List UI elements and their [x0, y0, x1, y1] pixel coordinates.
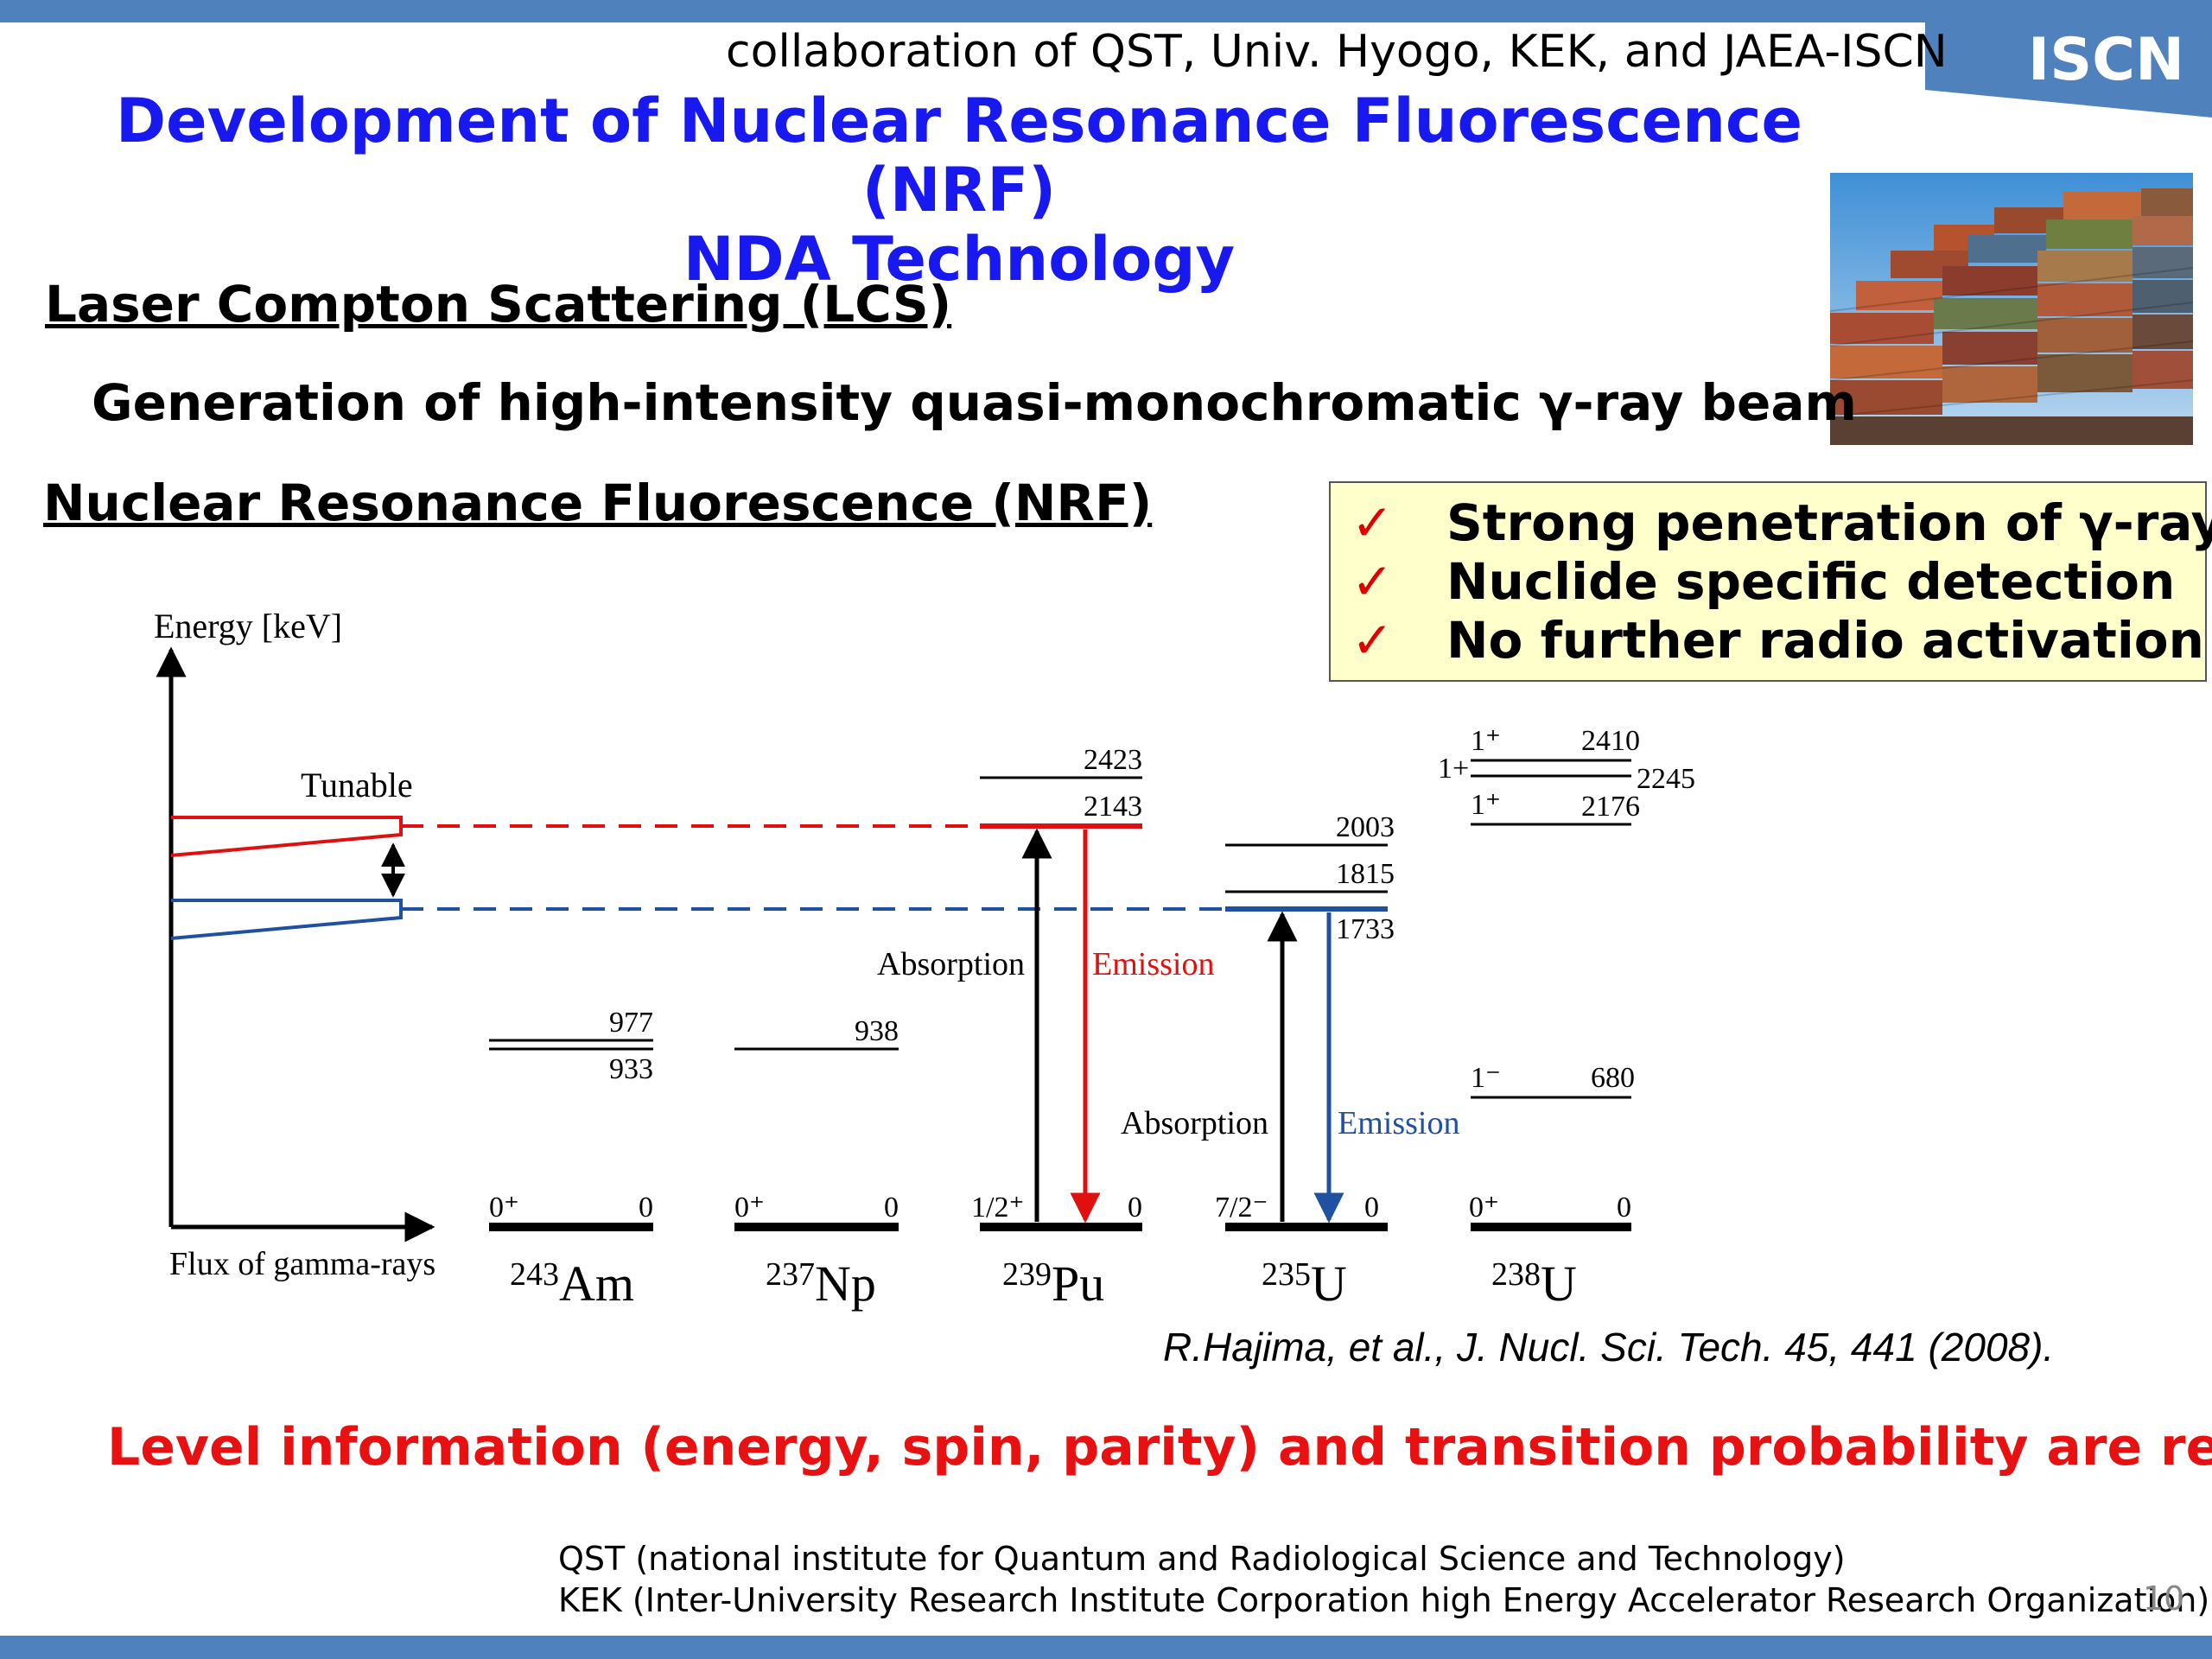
- page-number: 10: [2143, 1580, 2185, 1618]
- page-title: Development of Nuclear Resonance Fluores…: [69, 86, 1849, 294]
- nrf-level-diagram: Energy [keV] Flux of gamma-rays Tunable …: [154, 607, 1695, 1312]
- u238-level-2176-label: 2176: [1581, 791, 1640, 823]
- title-line-2: NDA Technology: [683, 224, 1236, 295]
- pu239-ground-spin: 1/2⁺: [971, 1192, 1024, 1224]
- footnote-qst: QST (national institute for Quantum and …: [558, 1540, 1846, 1578]
- pu239-mass: 239: [1002, 1256, 1052, 1293]
- nrf-heading: Nuclear Resonance Fluorescence (NRF): [43, 474, 1153, 532]
- np237-label: 237Np: [766, 1255, 876, 1312]
- advantage-item: ✓ Nuclide specific detection: [1351, 552, 2175, 611]
- u238-symbol: U: [1541, 1255, 1577, 1312]
- am243-ground-energy: 0: [639, 1192, 653, 1224]
- u235-level-2003-label: 2003: [1336, 811, 1395, 843]
- u238-level-2245-spin: 1+: [1438, 753, 1469, 785]
- advantage-item: ✓ Strong penetration of γ-ray: [1351, 493, 2212, 552]
- u238-mass: 238: [1491, 1256, 1541, 1293]
- u235-level-1815-label: 1815: [1336, 858, 1395, 890]
- check-icon: ✓: [1351, 493, 1394, 552]
- advantage-text: No further radio activation: [1446, 611, 2204, 670]
- reference-citation: R.Hajima, et al., J. Nucl. Sci. Tech. 45…: [1163, 1325, 2055, 1370]
- pu239-level-2423-label: 2423: [1084, 744, 1142, 776]
- u238-level-2176-spin: 1⁺: [1471, 789, 1501, 821]
- pu239-label: 239Pu: [1002, 1255, 1104, 1312]
- tunable-label: Tunable: [301, 766, 413, 804]
- lcs-heading: Laser Compton Scattering (LCS): [45, 275, 952, 334]
- iscn-logo-text: ISCN: [2027, 26, 2184, 94]
- u238-level-2410-spin: 1⁺: [1471, 725, 1501, 757]
- u235-level-1733-label: 1733: [1336, 913, 1395, 945]
- am243-symbol: Am: [559, 1255, 634, 1312]
- np237-ground-energy: 0: [884, 1192, 899, 1224]
- np237-ground-spin: 0⁺: [734, 1192, 765, 1224]
- u238-ground-spin: 0⁺: [1469, 1192, 1499, 1224]
- np237-level-938-label: 938: [855, 1015, 899, 1047]
- u238-level-2245-label: 2245: [1637, 763, 1695, 795]
- top-accent-bar: [0, 0, 2212, 22]
- u235-label: 235U: [1262, 1255, 1347, 1312]
- check-icon: ✓: [1351, 552, 1394, 611]
- collaboration-note: collaboration of QST, Univ. Hyogo, KEK, …: [726, 26, 1948, 78]
- energy-axis-label: Energy [keV]: [154, 607, 342, 645]
- u235-emission-label: Emission: [1338, 1105, 1459, 1141]
- flux-axis-label: Flux of gamma-rays: [169, 1246, 435, 1282]
- am243-level-977-label: 977: [609, 1007, 653, 1039]
- advantages-box: ✓ Strong penetration of γ-ray ✓ Nuclide …: [1329, 481, 2212, 682]
- u235-symbol: U: [1311, 1255, 1347, 1312]
- u238-ground-energy: 0: [1617, 1192, 1631, 1224]
- np237-mass: 237: [766, 1256, 815, 1293]
- am243-mass: 243: [510, 1256, 559, 1293]
- requirement-statement: Level information (energy, spin, parity)…: [107, 1417, 2212, 1478]
- u238-level-2410-label: 2410: [1581, 725, 1640, 757]
- iscn-logo-tab: [1925, 22, 2212, 118]
- am243-label: 243Am: [510, 1255, 634, 1312]
- pu239-absorption-label: Absorption: [877, 946, 1025, 982]
- np237-symbol: Np: [815, 1255, 876, 1312]
- lcs-description: Generation of high-intensity quasi-monoc…: [92, 373, 1857, 432]
- pu239-ground-energy: 0: [1128, 1192, 1142, 1224]
- pu239-symbol: Pu: [1052, 1255, 1104, 1312]
- red-beam-spectrum: [170, 816, 403, 857]
- title-line-1: Development of Nuclear Resonance Fluores…: [116, 86, 1802, 226]
- advantage-text: Strong penetration of γ-ray: [1446, 493, 2212, 552]
- pu239-emission-label: Emission: [1092, 946, 1214, 982]
- blue-beam-spectrum: [170, 899, 403, 940]
- am243-level-933-label: 933: [609, 1053, 653, 1085]
- u238-label: 238U: [1491, 1255, 1577, 1312]
- u238-level-680-label: 680: [1591, 1062, 1635, 1094]
- am243-ground-spin: 0⁺: [489, 1192, 519, 1224]
- container-stack-photo: [1830, 173, 2193, 445]
- footnote-kek: KEK (Inter-University Research Institute…: [558, 1581, 2210, 1619]
- u235-mass: 235: [1262, 1256, 1311, 1293]
- u235-ground-energy: 0: [1364, 1192, 1379, 1224]
- pu239-level-2143-label: 2143: [1084, 791, 1142, 823]
- u238-level-680-spin: 1⁻: [1471, 1062, 1501, 1094]
- bottom-accent-bar: [0, 1636, 2212, 1659]
- advantage-item: ✓ No further radio activation: [1351, 611, 2204, 670]
- u235-ground-spin: 7/2⁻: [1215, 1192, 1268, 1224]
- container-blocks: [1830, 188, 2193, 445]
- u235-absorption-label: Absorption: [1121, 1105, 1268, 1141]
- check-icon: ✓: [1351, 611, 1394, 670]
- advantage-text: Nuclide specific detection: [1446, 552, 2176, 611]
